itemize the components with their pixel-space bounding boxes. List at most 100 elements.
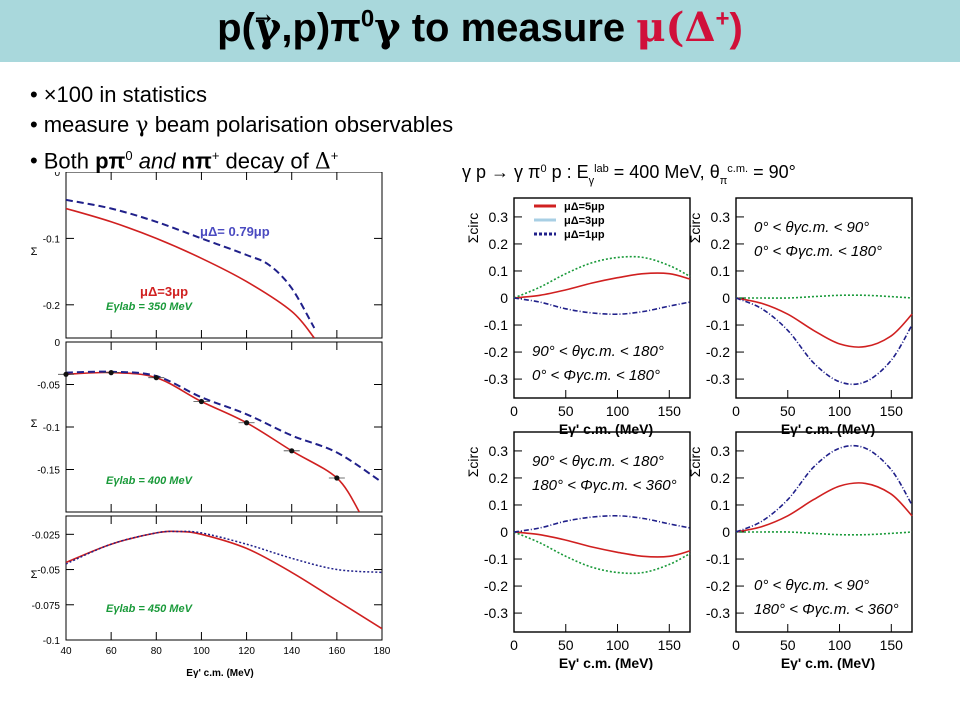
angle-range-label: 180° < Φγc.m. < 360°	[532, 477, 677, 494]
x-tick-label: 50	[780, 403, 796, 419]
data-point	[198, 398, 205, 405]
panel-frame	[65, 515, 383, 641]
y-tick-label: -0.1	[484, 551, 508, 567]
series-line-3mup	[736, 294, 913, 299]
y-axis-label: Σcirc	[687, 213, 703, 243]
x-axis-label: Eγ' c.m. (MeV)	[559, 421, 653, 437]
y-tick-label: 0.1	[711, 497, 731, 513]
y-tick-label: -0.1	[43, 636, 61, 647]
panel-frame	[65, 172, 383, 339]
x-tick-label: 150	[880, 637, 904, 653]
y-tick-label: -0.075	[32, 601, 61, 612]
y-tick-label: 0.2	[711, 236, 731, 252]
figure-header: γ p → γ π0 p : Eγlab = 400 MeV, θπc.m. =…	[462, 162, 796, 187]
y-tick-label: -0.3	[706, 605, 730, 621]
left-panel-2: 0 -0.05 -0.1 -0.15 Σ Eγlab = 400 MeV	[31, 338, 383, 513]
x-tick-label: 160	[329, 646, 346, 657]
x-tick-label: 150	[880, 403, 904, 419]
title-part: p(	[217, 6, 255, 50]
y-tick-label: 0	[500, 524, 508, 540]
left-panel-3: -0.025 -0.05 -0.075 -0.1 Σ Eγlab = 450 MeV	[31, 515, 383, 647]
title-gamma-vector: γ →	[254, 4, 282, 51]
legend-mu-3: μΔ=3μp	[140, 284, 188, 299]
header-part: 0	[540, 163, 546, 175]
series-line-5mup	[513, 272, 691, 299]
x-tick-label: 50	[558, 637, 574, 653]
bullet-item: • measure γ beam polarisation observables	[30, 112, 454, 138]
right-figure: γ p → γ π0 p : Eγlab = 400 MeV, θπc.m. =…	[462, 162, 913, 670]
title-sup: +	[715, 5, 730, 33]
series-line-mu3	[66, 371, 361, 512]
x-tick-label: 50	[558, 403, 574, 419]
y-tick-label: -0.1	[706, 317, 730, 333]
series-line-5mup	[513, 531, 691, 558]
legend-label: μΔ=1μp	[564, 229, 605, 241]
y-tick-label: 0	[54, 172, 60, 179]
angle-range-label: 180° < Φγc.m. < 360°	[754, 601, 899, 618]
series-line-5mup	[735, 297, 913, 348]
angle-range-label: 90° < θγc.m. < 180°	[532, 453, 664, 470]
y-axis-label: Σcirc	[465, 447, 481, 477]
data-point	[153, 375, 159, 381]
x-tick-label: 50	[780, 637, 796, 653]
energy-label: Eγlab = 450 MeV	[106, 603, 194, 615]
series-line-mu079	[66, 198, 316, 329]
series-line-3mup	[513, 531, 691, 575]
header-part: γ	[589, 175, 595, 187]
data-point	[289, 448, 295, 454]
y-tick-label: 0.3	[711, 443, 731, 459]
y-tick-label: -0.1	[43, 423, 61, 434]
energy-label: Eγlab = 400 MeV	[106, 475, 194, 487]
title-mu-delta: μ(Δ	[636, 4, 716, 51]
x-tick-label: 80	[151, 646, 163, 657]
y-tick-label: -0.3	[484, 371, 508, 387]
series-line-1mup	[735, 297, 913, 386]
x-tick-label: 100	[606, 403, 630, 419]
y-tick-label: -0.05	[37, 566, 60, 577]
y-tick-label: 0.2	[711, 470, 731, 486]
y-tick-label: 0	[722, 290, 730, 306]
header-part: lab	[594, 163, 609, 175]
y-tick-label: -0.025	[32, 530, 61, 541]
y-tick-label: 0.2	[489, 236, 509, 252]
y-tick-label: -0.2	[484, 578, 508, 594]
y-tick-label: 0	[500, 290, 508, 306]
y-tick-label: 0	[54, 338, 60, 349]
angle-range-label: 90° < θγc.m. < 180°	[532, 343, 664, 360]
y-axis-label: Σcirc	[687, 447, 703, 477]
header-part: π	[720, 175, 728, 187]
x-axis-label: Eγ' c.m. (MeV)	[781, 421, 875, 437]
y-tick-label: -0.3	[706, 371, 730, 387]
y-tick-label: 0.3	[489, 209, 509, 225]
x-tick-label: 0	[510, 403, 518, 419]
x-axis-label: Eγ' c.m. (MeV)	[781, 655, 875, 670]
legend-label: μΔ=3μp	[564, 215, 605, 227]
y-tick-label: 0.1	[711, 263, 731, 279]
x-tick-label: 40	[60, 646, 72, 657]
x-tick-label: 0	[510, 637, 518, 653]
x-tick-label: 0	[732, 637, 740, 653]
header-part: p : E	[547, 162, 589, 182]
y-axis-label: Σ	[31, 246, 38, 258]
y-tick-label: 0.2	[489, 470, 509, 486]
x-axis-label: Eγ' c.m. (MeV)	[186, 668, 253, 679]
header-part: = 90°	[748, 162, 796, 182]
data-point	[108, 370, 114, 376]
title-bar	[0, 0, 960, 62]
bullet-item: • Both pπ0 and nπ+ decay of Δ+	[30, 148, 339, 175]
y-axis-label: Σcirc	[465, 213, 481, 243]
y-tick-label: 0	[722, 524, 730, 540]
title-part: )	[729, 6, 743, 50]
bullet-list: • ×100 in statistics • measure γ beam pola…	[30, 80, 453, 177]
title-part: ,p)π	[281, 6, 361, 50]
series-line-1mup	[735, 444, 913, 533]
x-tick-label: 150	[658, 403, 682, 419]
angle-range-label: 0° < Φγc.m. < 180°	[754, 243, 882, 260]
page-title: p(γ → ,p)π0γ to measure μ(Δ+)	[0, 4, 960, 51]
y-tick-label: 0.1	[489, 263, 509, 279]
vector-arrow-icon: →	[254, 6, 272, 30]
energy-label: Eγlab = 350 MeV	[106, 301, 194, 313]
